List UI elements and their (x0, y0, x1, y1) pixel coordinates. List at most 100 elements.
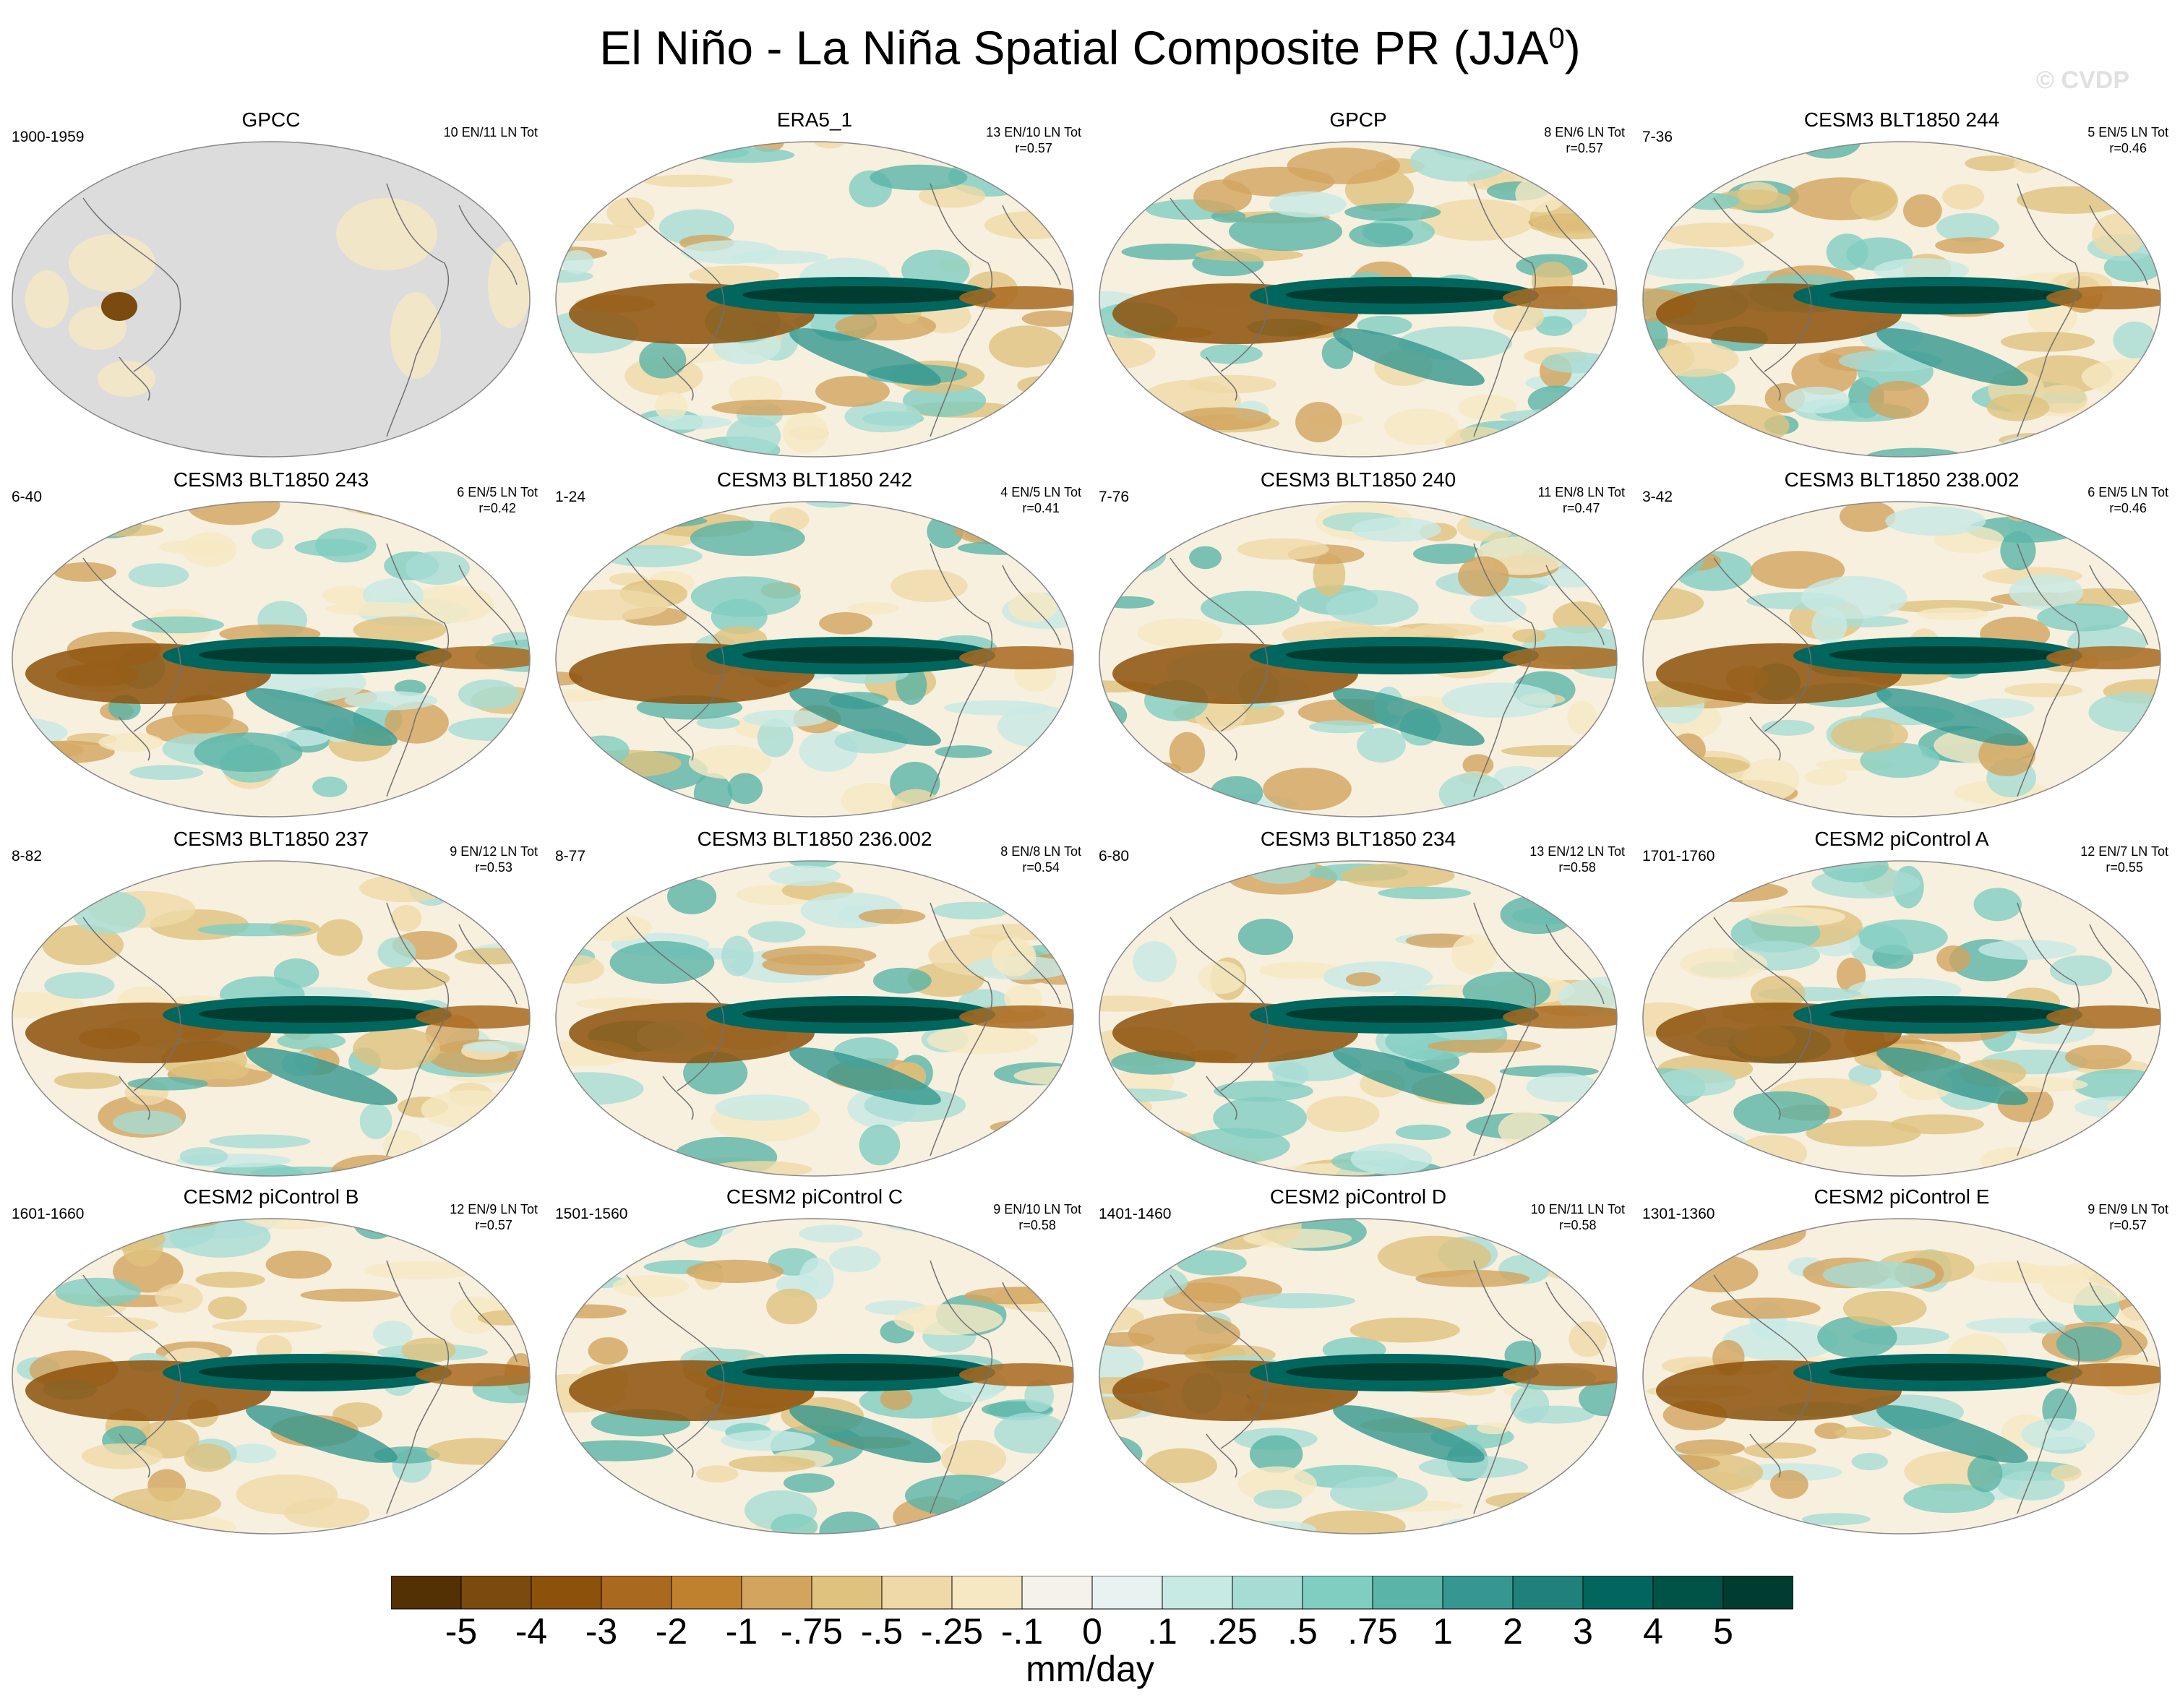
panel-period: 3-42 (1642, 489, 1673, 505)
map-panel: CESM3 BLT1850 234 6-80 13 EN/12 LN Tot r=0.… (1087, 828, 1629, 1182)
colorbar-swatch (811, 1576, 883, 1610)
colorbar-tick-label: .5 (1287, 1611, 1318, 1652)
colorbar-swatch (881, 1576, 953, 1610)
panel-stats: 13 EN/12 LN Tot r=0.58 (1529, 844, 1625, 875)
event-count: 8 EN/6 LN Tot (1544, 125, 1625, 140)
event-count: 9 EN/9 LN Tot (2087, 1202, 2168, 1216)
colorbar-swatch (951, 1576, 1023, 1610)
world-map (1642, 860, 2161, 1177)
colorbar (391, 1576, 1793, 1610)
pattern-correlation: r=0.46 (2109, 141, 2147, 155)
panel-stats: 12 EN/9 LN Tot r=0.57 (450, 1201, 538, 1233)
panel-period: 1900-1959 (12, 129, 85, 145)
panel-period: 1501-1560 (555, 1206, 628, 1222)
world-map (1099, 860, 1618, 1177)
panel-title: CESM3 BLT1850 244 (1803, 108, 2000, 131)
map-panel: CESM2 piControl E 1301-1360 9 EN/9 LN Tot r… (1631, 1185, 2173, 1540)
colorbar-tick-label: 2 (1503, 1611, 1523, 1652)
panel-stats: 11 EN/8 LN Tot r=0.47 (1538, 484, 1625, 516)
event-count: 11 EN/8 LN Tot (1537, 485, 1625, 499)
colorbar-swatch (1512, 1576, 1584, 1610)
panel-title: CESM2 piControl A (1814, 828, 1989, 850)
panel-title: CESM3 BLT1850 243 (173, 468, 369, 491)
colorbar-swatch (741, 1576, 812, 1610)
pattern-correlation: r=0.54 (1022, 860, 1060, 875)
panel-title: GPCC (241, 108, 301, 131)
colorbar-swatch (1722, 1576, 1793, 1610)
panel-title: CESM2 piControl E (1814, 1185, 1990, 1208)
map-panel: CESM2 piControl A 1701-1760 12 EN/7 LN Tot… (1631, 828, 2173, 1182)
map-panel: CESM3 BLT1850 242 1-24 4 EN/5 LN Tot r=0.41 (544, 468, 1086, 823)
pattern-correlation: r=0.57 (2109, 1218, 2147, 1232)
panel-period: 1301-1360 (1642, 1206, 1715, 1222)
map-panel: CESM3 BLT1850 240 7-76 11 EN/8 LN Tot r=0.4… (1087, 468, 1629, 823)
pattern-correlation: r=0.57 (1015, 141, 1052, 155)
panel-period: 8-82 (12, 848, 43, 864)
colorbar-swatch (1652, 1576, 1724, 1610)
panel-period: 1701-1760 (1642, 848, 1715, 864)
event-count: 13 EN/10 LN Tot (986, 125, 1081, 140)
pattern-correlation: r=0.58 (1559, 1218, 1597, 1232)
map-panel: ERA5_1 13 EN/10 LN Tot r=0.57 (544, 108, 1086, 463)
panel-period: 7-76 (1099, 489, 1130, 505)
panel-title: CESM2 piControl D (1269, 1185, 1447, 1208)
map-panel: CESM3 BLT1850 236.002 8-77 8 EN/8 LN Tot r=… (544, 828, 1086, 1182)
colorbar-tick-label: -.75 (780, 1611, 844, 1652)
pattern-correlation: r=0.47 (1563, 501, 1600, 515)
map-panel: CESM2 piControl B 1601-1660 12 EN/9 LN Tot… (0, 1185, 542, 1540)
colorbar-tick-label: -3 (585, 1611, 618, 1652)
event-count: 12 EN/7 LN Tot (2080, 844, 2168, 859)
world-map (555, 1218, 1074, 1535)
world-map (1099, 1218, 1618, 1535)
panel-period: 7-36 (1642, 129, 1673, 145)
panel-stats: 8 EN/6 LN Tot r=0.57 (1544, 124, 1625, 156)
panel-period: 1-24 (555, 489, 586, 505)
colorbar-swatch (1162, 1576, 1233, 1610)
event-count: 12 EN/9 LN Tot (450, 1202, 538, 1216)
event-count: 6 EN/5 LN Tot (2087, 485, 2168, 499)
colorbar-swatch (1582, 1576, 1654, 1610)
map-panel: CESM3 BLT1850 243 6-40 6 EN/5 LN Tot r=0.42 (0, 468, 542, 823)
pattern-correlation: r=0.53 (475, 860, 512, 875)
panel-period: 1601-1660 (12, 1206, 85, 1222)
world-map (1642, 141, 2161, 458)
panel-title: CESM3 BLT1850 242 (716, 468, 913, 491)
panel-stats: 10 EN/11 LN Tot (444, 124, 538, 140)
colorbar-tick-label: -.1 (1000, 1611, 1044, 1652)
panel-period: 6-80 (1099, 848, 1130, 864)
panel-stats: 5 EN/5 LN Tot r=0.46 (2087, 124, 2168, 156)
colorbar-swatch (1442, 1576, 1514, 1610)
pattern-correlation: r=0.58 (1018, 1218, 1056, 1232)
colorbar-tick-label: .1 (1147, 1611, 1177, 1652)
colorbar-tick-label: -.25 (920, 1611, 984, 1652)
pattern-correlation: r=0.57 (475, 1218, 512, 1232)
panel-title: CESM3 BLT1850 238.002 (1784, 468, 2020, 491)
panel-stats: 9 EN/9 LN Tot r=0.57 (2087, 1201, 2168, 1233)
pattern-correlation: r=0.41 (1022, 501, 1060, 515)
event-count: 6 EN/5 LN Tot (457, 485, 538, 499)
colorbar-swatch (1021, 1576, 1093, 1610)
colorbar-tick-label: .75 (1347, 1611, 1398, 1652)
colorbar-tick-label: 3 (1573, 1611, 1593, 1652)
colorbar-tick-label: 1 (1433, 1611, 1453, 1652)
colorbar-tick-label: .25 (1207, 1611, 1258, 1652)
world-map (555, 860, 1074, 1177)
panel-stats: 6 EN/5 LN Tot r=0.42 (457, 484, 538, 516)
colorbar-swatch (1372, 1576, 1443, 1610)
map-panel: GPCP 8 EN/6 LN Tot r=0.57 (1087, 108, 1629, 463)
map-panel: CESM2 piControl D 1401-1460 10 EN/11 LN To… (1087, 1185, 1629, 1540)
pattern-correlation: r=0.46 (2109, 501, 2147, 515)
world-map (555, 501, 1074, 817)
world-map (12, 860, 531, 1177)
world-map (1642, 1218, 2161, 1535)
panel-title: CESM2 piControl B (183, 1185, 359, 1208)
event-count: 13 EN/12 LN Tot (1529, 844, 1625, 859)
event-count: 10 EN/11 LN Tot (443, 125, 538, 140)
map-panel: CESM2 piControl C 1501-1560 9 EN/10 LN Tot… (544, 1185, 1086, 1540)
colorbar-swatch (601, 1576, 672, 1610)
colorbar-tick-label: -5 (445, 1611, 478, 1652)
panel-period: 1401-1460 (1099, 1206, 1172, 1222)
pattern-correlation: r=0.57 (1566, 141, 1603, 155)
colorbar-swatch (460, 1576, 532, 1610)
panel-title: CESM3 BLT1850 234 (1260, 828, 1456, 850)
